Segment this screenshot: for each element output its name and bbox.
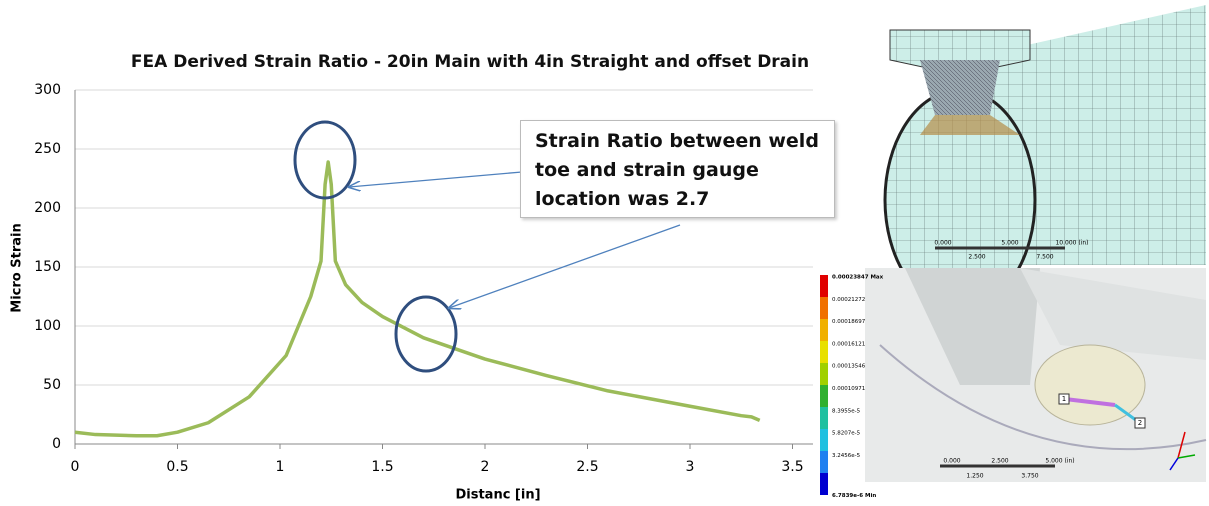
colorbar-label: 0.00013546 <box>832 364 866 370</box>
scale-label: 5.000 (in) <box>1045 458 1074 465</box>
colorbar-swatch <box>820 429 828 451</box>
page: FEA Derived Strain Ratio - 20in Main wit… <box>0 0 1209 506</box>
x-tick-label: 0 <box>71 459 80 475</box>
colorbar-swatch <box>820 341 828 363</box>
y-tick-label: 200 <box>34 200 61 216</box>
x-tick-label: 3 <box>686 459 695 475</box>
colorbar-label: 0.00023847 Max <box>832 275 884 281</box>
x-axis-title: Distanc [in] <box>455 488 540 503</box>
colorbar-swatch <box>820 297 828 319</box>
y-tick-label: 0 <box>52 436 61 452</box>
colorbar-label: 0.00021272 <box>832 297 865 303</box>
colorbar-label: 0.00018697 <box>832 319 866 325</box>
x-tick-label: 2 <box>481 459 490 475</box>
x-tick-label: 1.5 <box>371 459 393 475</box>
scale-label: 1.250 <box>966 473 983 480</box>
colorbar-swatch <box>820 473 828 495</box>
y-tick-label: 150 <box>34 259 61 275</box>
scale-label: 2.500 <box>968 254 985 261</box>
x-tick-label: 3.5 <box>781 459 803 475</box>
scale-label: 0.000 <box>934 240 951 247</box>
chart-title: FEA Derived Strain Ratio - 20in Main wit… <box>131 52 809 72</box>
colorbar-label: 8.3955e-5 <box>832 408 861 414</box>
scale-label: 7.500 <box>1036 254 1053 261</box>
x-tick-label: 1 <box>276 459 285 475</box>
y-axis-title: Micro Strain <box>10 223 25 312</box>
arrow <box>349 172 522 187</box>
scale-label: 10.000 (in) <box>1055 240 1088 247</box>
chart: FEA Derived Strain Ratio - 20in Main wit… <box>0 0 1209 506</box>
scale-label: 3.750 <box>1021 473 1038 480</box>
colorbar-label: 5.8207e-5 <box>832 431 861 437</box>
colorbar-swatch <box>820 407 828 429</box>
colorbar-label: 0.00010971 <box>832 386 865 392</box>
probe-label: 1 <box>1062 395 1066 403</box>
colorbar-swatch <box>820 363 828 385</box>
annotation: Strain Ratio between weld toe and strain… <box>520 120 835 218</box>
x-tick-label: 0.5 <box>166 459 188 475</box>
colorbar-swatch <box>820 275 828 297</box>
colorbar-label: 0.00016121 <box>832 341 865 347</box>
highlight-ellipse <box>396 297 456 371</box>
scale-label: 0.000 <box>943 458 960 465</box>
colorbar-swatch <box>820 319 828 341</box>
colorbar-label: 3.2456e-5 <box>832 453 861 459</box>
y-tick-label: 300 <box>34 82 61 98</box>
scale-label: 2.500 <box>991 458 1008 465</box>
fea-mesh-image <box>880 5 1206 310</box>
y-tick-label: 100 <box>34 318 61 334</box>
x-tick-label: 2.5 <box>576 459 598 475</box>
y-tick-label: 250 <box>34 141 61 157</box>
y-tick-label: 50 <box>43 377 61 393</box>
scale-label: 5.000 <box>1001 240 1018 247</box>
colorbar-swatch <box>820 385 828 407</box>
probe-label: 2 <box>1138 419 1142 427</box>
colorbar-swatch <box>820 451 828 473</box>
fea-path-image <box>865 268 1206 482</box>
colorbar-label: 6.7839e-6 Min <box>832 493 876 499</box>
